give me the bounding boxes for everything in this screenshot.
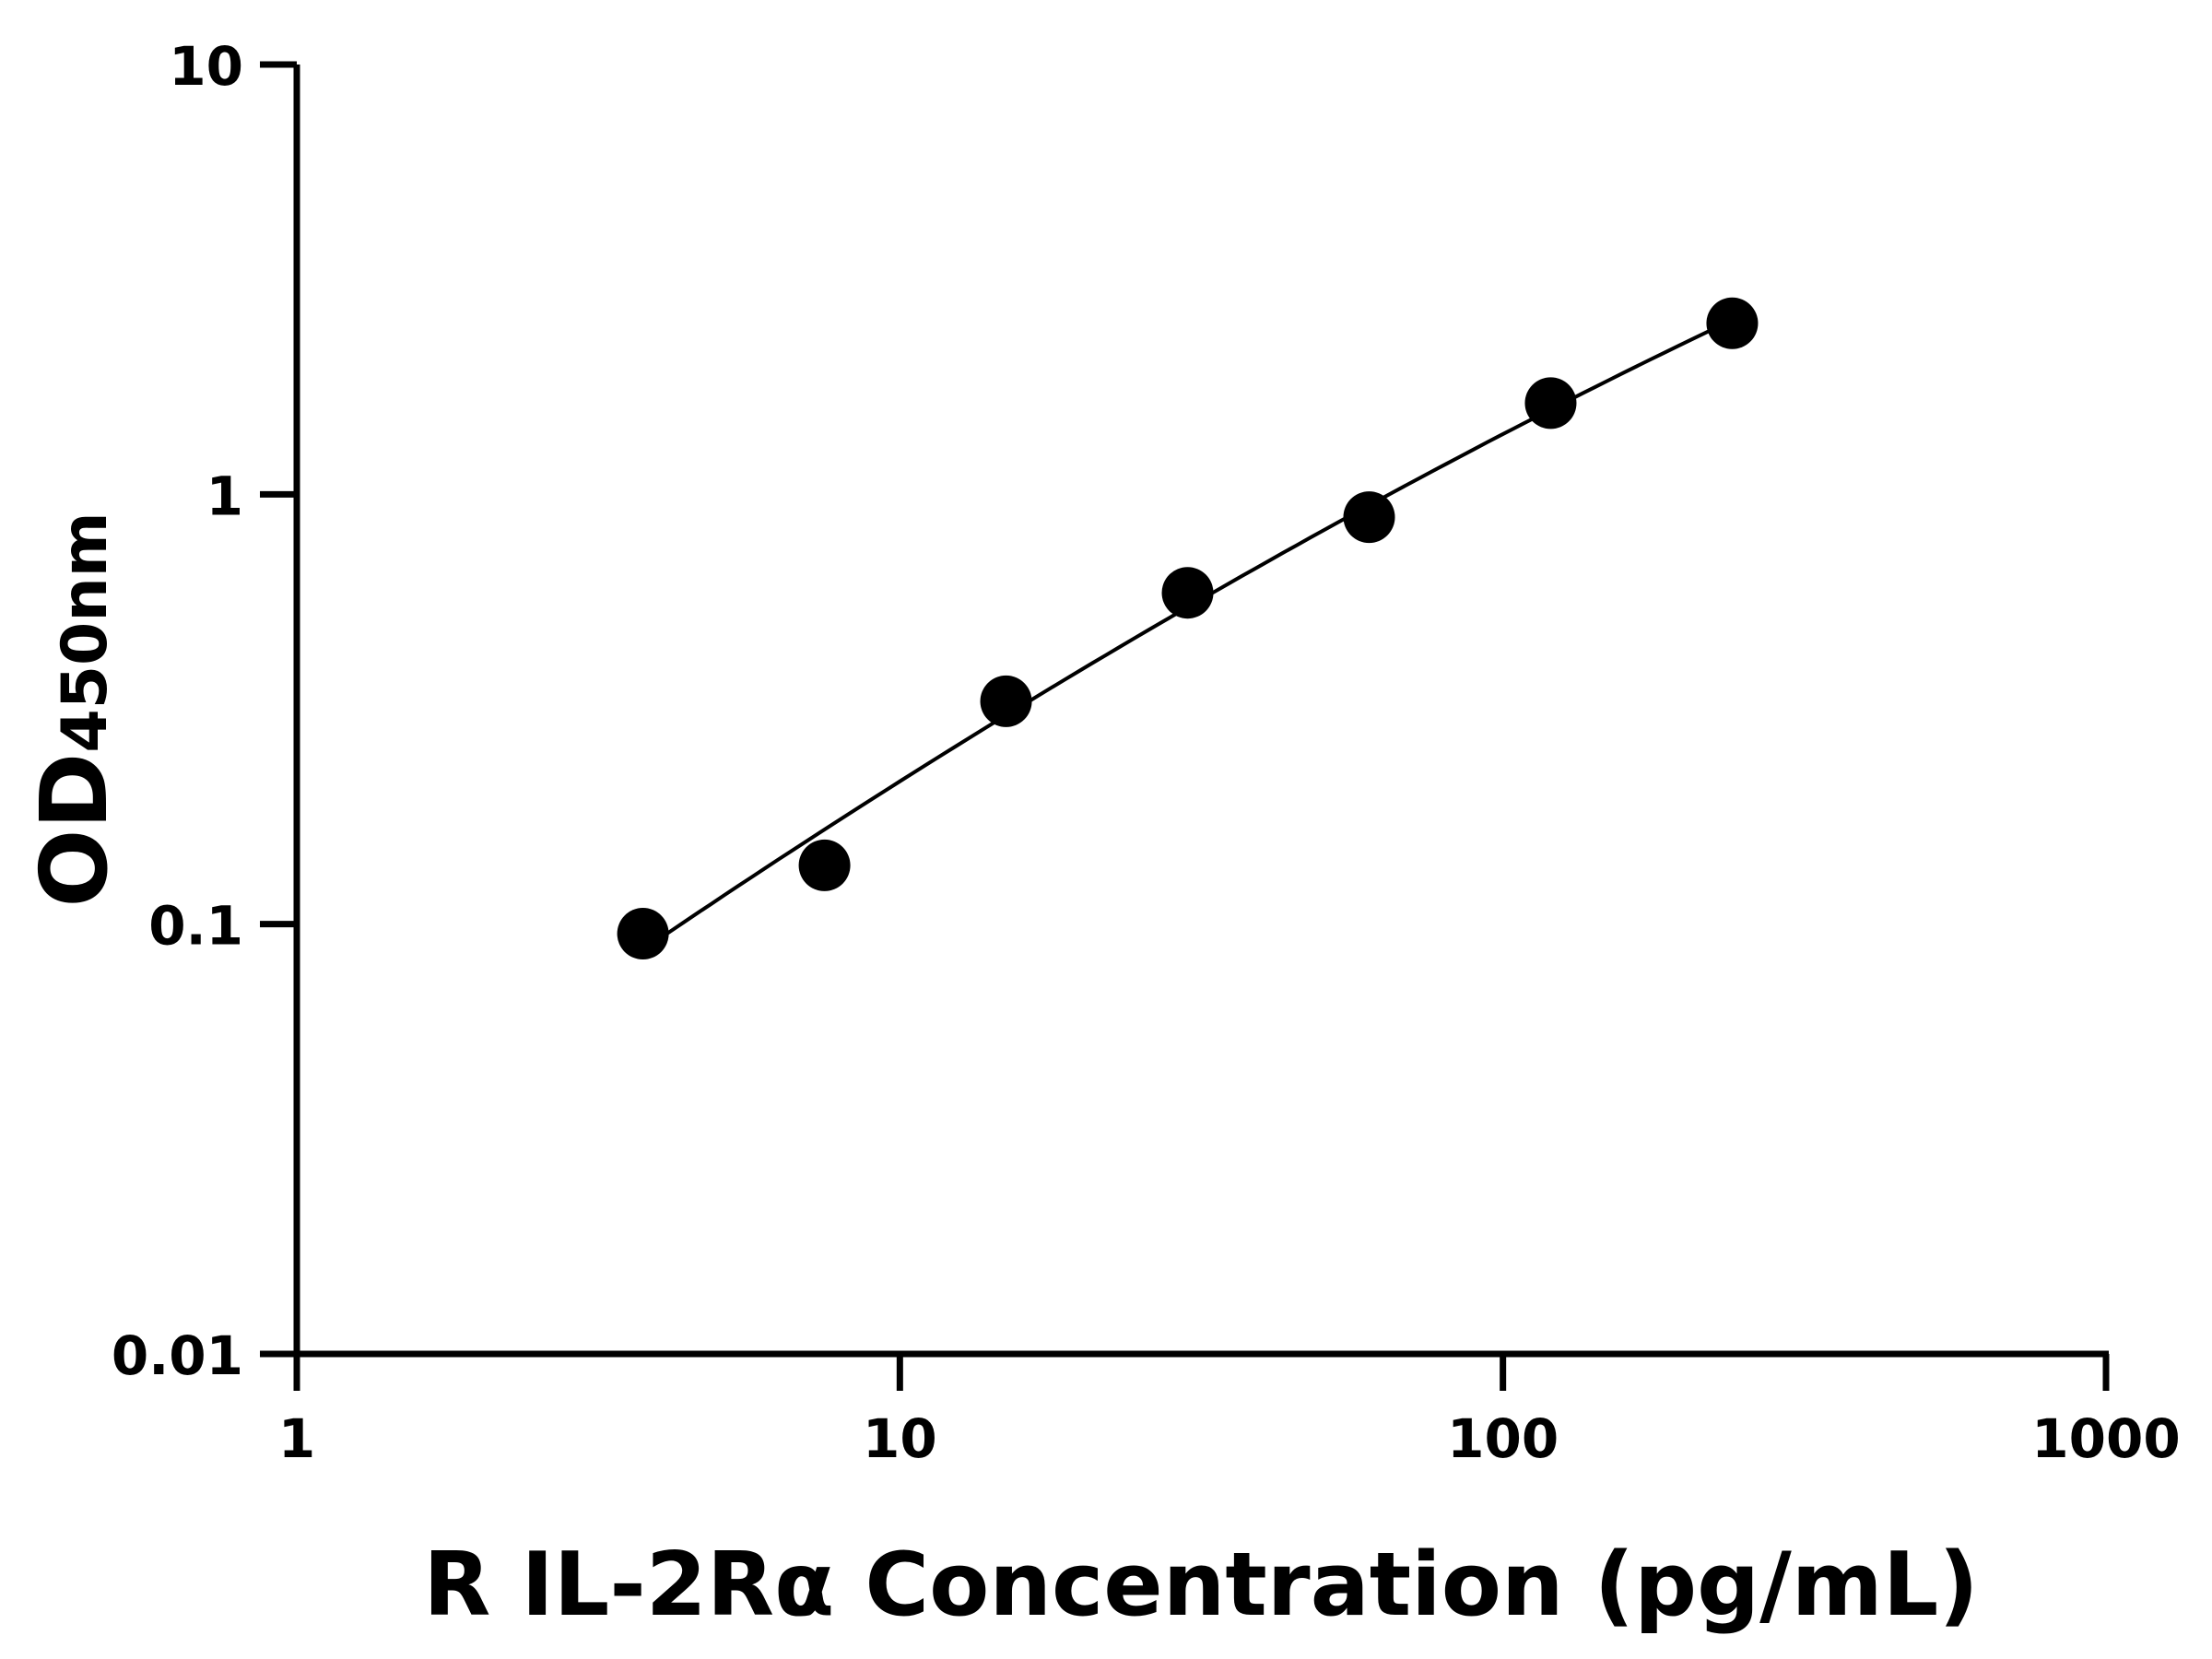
y-axis-label: OD450nm (20, 512, 128, 907)
y-tick-label: 0.01 (112, 1324, 243, 1387)
x-axis-label: R IL-2Rα Concentration (pg/mL) (423, 1535, 1979, 1636)
x-tick-label: 100 (1447, 1407, 1559, 1470)
data-point (798, 839, 851, 891)
axes (293, 65, 2109, 1358)
data-point (1524, 377, 1577, 429)
x-tick-label: 1000 (2031, 1407, 2180, 1470)
y-tick-label: 1 (206, 465, 243, 527)
y-axis-label-subscript: 450nm (49, 512, 122, 752)
data-point (1343, 491, 1395, 544)
y-tick-label: 10 (169, 35, 243, 98)
data-point (1161, 567, 1214, 619)
x-tick-label: 1 (278, 1407, 315, 1470)
ticks: 1 10 100 1000 0.01 0.1 1 10 (112, 35, 2181, 1470)
data-point (1706, 297, 1759, 349)
y-tick-label: 0.1 (148, 895, 243, 958)
data-point (617, 908, 669, 960)
y-axis-label-main: OD (20, 753, 128, 908)
x-tick-label: 10 (863, 1407, 937, 1470)
data-points (617, 297, 1759, 960)
data-point (980, 675, 1032, 727)
